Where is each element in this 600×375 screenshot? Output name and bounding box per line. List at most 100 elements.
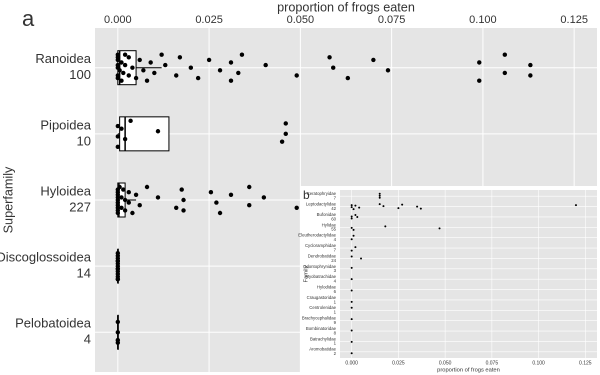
point bbox=[438, 227, 441, 230]
point bbox=[350, 206, 353, 209]
panel-label: b bbox=[303, 188, 310, 202]
point bbox=[126, 200, 131, 205]
point bbox=[574, 204, 577, 207]
point bbox=[119, 60, 124, 65]
point bbox=[350, 329, 353, 332]
point bbox=[354, 213, 357, 216]
category-count: 4 bbox=[334, 279, 337, 284]
point bbox=[378, 194, 381, 197]
point bbox=[263, 62, 268, 68]
category-count: 7 bbox=[334, 196, 337, 201]
point bbox=[121, 187, 126, 192]
point bbox=[236, 70, 241, 76]
category-label: Dendrobatidae bbox=[308, 253, 337, 258]
point bbox=[159, 52, 164, 57]
x-tick-label: 0.075 bbox=[486, 360, 499, 366]
category-label: Ceratophryidae bbox=[307, 191, 337, 196]
x-tick-label: 0.050 bbox=[439, 360, 452, 366]
point bbox=[419, 207, 422, 210]
point bbox=[382, 205, 385, 208]
category-count: 4 bbox=[84, 332, 91, 347]
x-tick-label: 0.100 bbox=[532, 360, 545, 366]
point bbox=[350, 352, 353, 355]
point bbox=[144, 78, 150, 83]
point bbox=[119, 126, 124, 131]
y-axis-title: Family bbox=[304, 265, 310, 282]
category-label: Pelobatoidea bbox=[15, 316, 92, 331]
point bbox=[228, 78, 234, 83]
point bbox=[378, 196, 381, 199]
point bbox=[350, 266, 353, 269]
point bbox=[141, 68, 146, 73]
point bbox=[283, 131, 288, 137]
category-label: Myobatrachidae bbox=[305, 274, 336, 279]
point bbox=[502, 52, 508, 57]
point bbox=[350, 306, 353, 309]
category-label: Craugastoridae bbox=[307, 295, 337, 300]
category-count: 10 bbox=[77, 133, 91, 148]
point bbox=[228, 192, 234, 197]
point bbox=[115, 319, 121, 325]
point bbox=[137, 57, 142, 63]
y-axis-title: Superfamily bbox=[1, 166, 15, 233]
point bbox=[384, 225, 387, 228]
point bbox=[188, 65, 194, 70]
category-label: Leptodactylidae bbox=[306, 202, 337, 207]
x-tick-label: 0.125 bbox=[560, 14, 588, 26]
point bbox=[247, 184, 252, 190]
point bbox=[130, 65, 135, 70]
plot-panel bbox=[340, 190, 597, 358]
point bbox=[152, 70, 157, 76]
point bbox=[477, 78, 482, 83]
point bbox=[122, 62, 128, 68]
point bbox=[115, 210, 121, 216]
point bbox=[208, 190, 214, 195]
point bbox=[217, 68, 223, 73]
point bbox=[350, 217, 353, 220]
point bbox=[181, 208, 186, 213]
point bbox=[358, 206, 361, 209]
point bbox=[214, 200, 219, 205]
point bbox=[144, 184, 150, 190]
point bbox=[174, 73, 179, 78]
x-tick-label: 0.000 bbox=[104, 14, 132, 26]
point bbox=[528, 73, 533, 78]
point bbox=[247, 203, 252, 208]
point bbox=[115, 266, 121, 271]
category-count: 55 bbox=[331, 227, 336, 232]
point bbox=[155, 129, 161, 134]
point bbox=[528, 62, 533, 68]
category-label: Hylidae bbox=[322, 222, 337, 227]
category-count: 60 bbox=[331, 216, 336, 221]
point bbox=[350, 215, 353, 218]
point bbox=[378, 192, 381, 195]
point bbox=[174, 205, 179, 210]
category-count: 7 bbox=[334, 247, 337, 252]
category-count: 227 bbox=[69, 199, 91, 214]
point bbox=[115, 123, 121, 129]
point bbox=[228, 60, 234, 65]
point bbox=[148, 60, 153, 65]
point bbox=[177, 55, 183, 60]
category-count: 4 bbox=[334, 237, 337, 242]
category-label: Aromobatidae bbox=[309, 347, 336, 352]
point bbox=[502, 70, 508, 76]
point bbox=[345, 75, 351, 81]
point bbox=[350, 226, 353, 229]
category-label: Discoglossoidea bbox=[0, 250, 92, 265]
point bbox=[356, 215, 359, 218]
point bbox=[354, 204, 357, 207]
point bbox=[115, 258, 121, 264]
x-tick-label: 0.075 bbox=[378, 14, 406, 26]
point bbox=[371, 57, 376, 63]
point bbox=[261, 195, 267, 200]
point bbox=[354, 246, 357, 249]
category-count: 24 bbox=[331, 258, 336, 263]
category-label: Pipoidea bbox=[40, 117, 91, 132]
point bbox=[126, 73, 131, 78]
x-tick-label: 0.100 bbox=[469, 14, 497, 26]
point bbox=[350, 204, 353, 207]
point bbox=[401, 203, 404, 206]
category-count: 1 bbox=[334, 299, 337, 304]
